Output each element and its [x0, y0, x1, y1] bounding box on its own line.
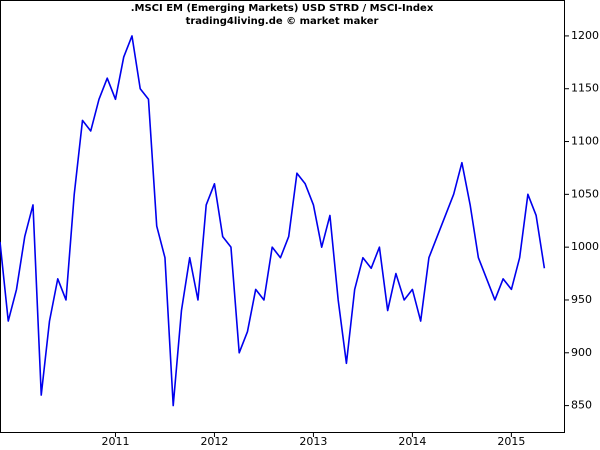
- x-tick-label: 2013: [299, 435, 327, 448]
- chart-subtitle: trading4living.de © market maker: [186, 16, 379, 27]
- x-tick-label: 2014: [398, 435, 426, 448]
- x-tick-label: 2015: [497, 435, 525, 448]
- y-tick-label: 950: [571, 293, 592, 306]
- y-tick-label: 1150: [571, 82, 599, 95]
- y-tick-label: 850: [571, 399, 592, 412]
- line-series: [0, 35, 546, 407]
- x-tick-label: 2012: [200, 435, 228, 448]
- chart-title: .MSCI EM (Emerging Markets) USD STRD / M…: [131, 3, 434, 14]
- y-tick-label: 900: [571, 346, 592, 359]
- x-tick-label: 2011: [101, 435, 129, 448]
- y-tick-label: 1000: [571, 240, 599, 253]
- plot-frame: [0, 0, 565, 433]
- y-tick-label: 1050: [571, 187, 599, 200]
- y-tick-label: 1100: [571, 135, 599, 148]
- y-tick-label: 1200: [571, 29, 599, 42]
